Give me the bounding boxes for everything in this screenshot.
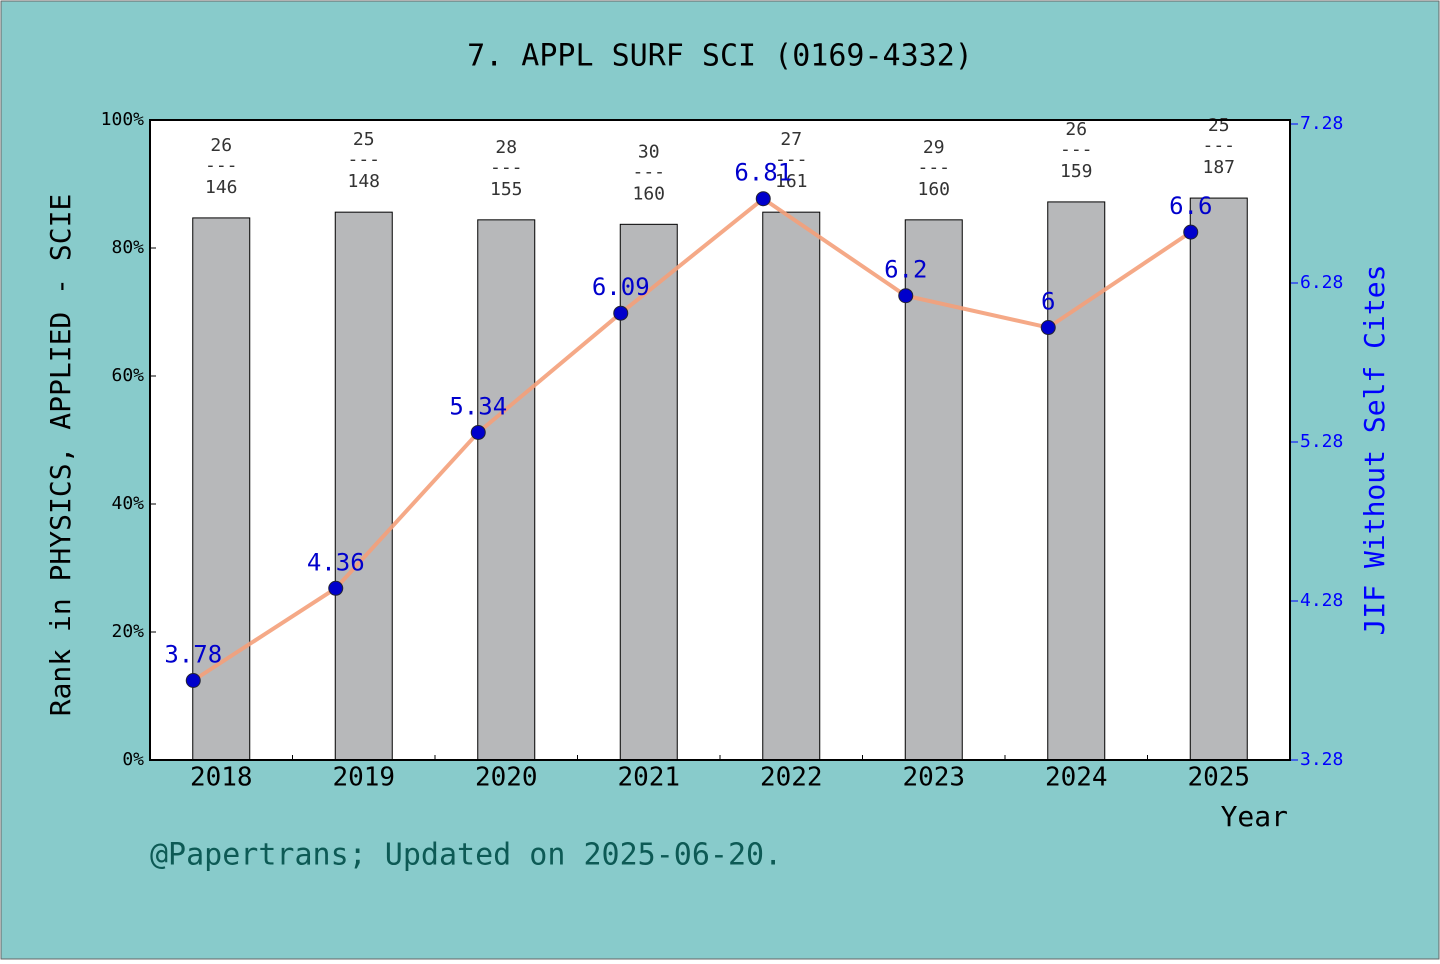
total-label: 160: [632, 183, 665, 204]
point-label: 5.34: [449, 392, 507, 420]
rank-separator: ---: [347, 149, 380, 170]
x-tick-label: 2024: [1045, 763, 1108, 793]
y-tick-label: 0%: [122, 749, 144, 770]
point: [185, 673, 201, 688]
rank-separator: ---: [1060, 139, 1093, 160]
point: [470, 424, 486, 440]
y2-tick-label: 7.28: [1300, 113, 1343, 134]
rank-separator: ---: [1202, 135, 1235, 156]
x-tick-label: 2020: [475, 763, 538, 793]
point: [898, 288, 914, 304]
y2-tick-label: 4.28: [1300, 590, 1343, 611]
rank-separator: ---: [205, 155, 238, 176]
bar: [1189, 197, 1248, 761]
rank-label: 29: [923, 137, 945, 158]
rank-label: 30: [638, 141, 660, 162]
y2-tick-label: 5.28: [1300, 431, 1343, 452]
x-tick-label: 2022: [760, 763, 823, 793]
bar: [334, 211, 393, 761]
x-tick-label: 2018: [190, 763, 253, 793]
point-label: 6.09: [592, 273, 650, 301]
point: [1183, 224, 1199, 240]
plot-area: [150, 120, 1290, 760]
rank-label: 27: [780, 129, 802, 150]
total-label: 155: [490, 179, 523, 200]
footer-note: @Papertrans; Updated on 2025-06-20.: [150, 838, 782, 873]
rank-label: 28: [495, 137, 517, 158]
point: [328, 580, 344, 596]
rank-separator: ---: [632, 161, 665, 182]
bar: [192, 217, 251, 761]
y2-axis-label: JIF Without Self Cites: [1358, 265, 1391, 636]
point-label: 6.81: [734, 159, 792, 187]
point-label: 6: [1041, 288, 1055, 316]
total-label: 160: [917, 179, 950, 200]
chart-title: 7. APPL SURF SCI (0169-4332): [467, 39, 973, 74]
point-label: 3.78: [164, 641, 222, 669]
y-tick-label: 80%: [111, 237, 144, 258]
point: [1040, 320, 1056, 336]
total-label: 161: [775, 171, 808, 192]
point: [755, 191, 771, 207]
line: [192, 196, 1192, 683]
rank-separator: ---: [917, 157, 950, 178]
y2-tick-label: 6.28: [1300, 272, 1343, 293]
bar: [477, 219, 536, 761]
x-tick-label: 2025: [1187, 763, 1250, 793]
rank-label: 26: [210, 135, 232, 156]
y2-tick-label: 3.28: [1300, 749, 1343, 770]
bar: [762, 211, 821, 761]
point: [613, 305, 629, 321]
x-axis-label: Year: [1221, 800, 1288, 833]
rank-label: 25: [1208, 115, 1230, 136]
point-label: 6.6: [1169, 192, 1212, 220]
total-label: 148: [347, 171, 380, 192]
y-tick-label: 40%: [111, 493, 144, 514]
x-tick-label: 2021: [617, 763, 680, 793]
total-label: 187: [1202, 157, 1235, 178]
total-label: 146: [205, 177, 238, 198]
plot-frame: [149, 119, 1291, 761]
point-label: 4.36: [307, 548, 365, 576]
bar: [904, 219, 963, 761]
rank-label: 25: [353, 129, 375, 150]
y-tick-label: 60%: [111, 365, 144, 386]
y-tick-label: 100%: [101, 109, 145, 130]
x-tick-label: 2019: [332, 763, 395, 793]
y-tick-label: 20%: [111, 621, 144, 642]
rank-separator: ---: [490, 157, 523, 178]
rank-label: 26: [1065, 119, 1087, 140]
x-tick-label: 2023: [902, 763, 965, 793]
y-axis-label: Rank in PHYSICS, APPLIED - SCIE: [44, 194, 77, 717]
rank-separator: ---: [775, 149, 808, 170]
bar: [619, 223, 678, 761]
bar: [1047, 201, 1106, 761]
point-label: 6.2: [884, 256, 927, 284]
total-label: 159: [1060, 161, 1093, 182]
